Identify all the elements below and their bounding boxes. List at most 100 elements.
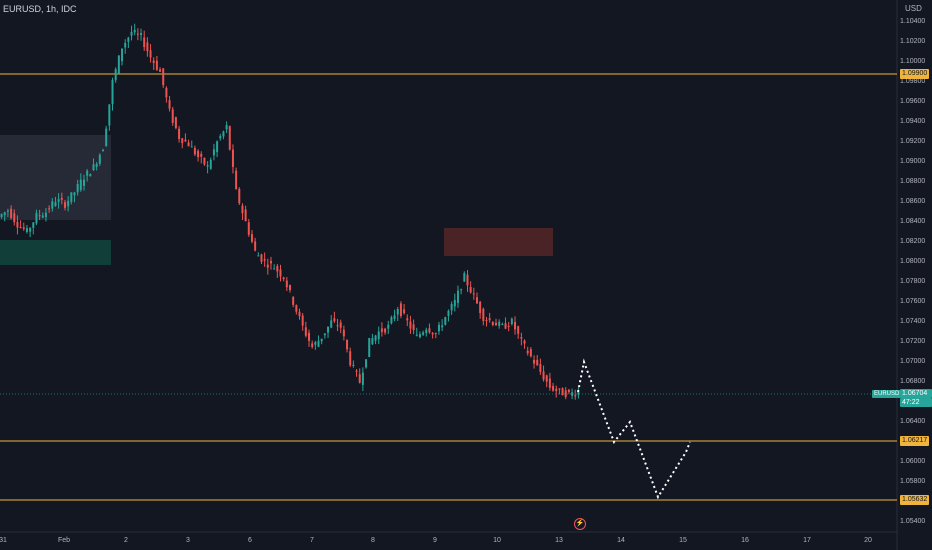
candle-body (181, 138, 184, 144)
candle-body (121, 48, 124, 62)
candle-body (425, 329, 428, 334)
supply-zone-red (444, 228, 553, 256)
candle-body (187, 142, 190, 147)
candle-body (368, 338, 371, 357)
candle-body (456, 290, 459, 303)
candle-body (32, 222, 35, 228)
date-tick-label: 14 (617, 537, 625, 544)
price-tick-label: 1.09800 (900, 78, 926, 85)
candle-body (102, 149, 105, 152)
candle-body (276, 265, 279, 272)
candle-body (301, 315, 304, 326)
candle-body (571, 392, 574, 396)
candle-body (552, 386, 555, 391)
candle-body (29, 228, 32, 232)
candle-body (342, 329, 345, 337)
candle-body (415, 334, 418, 336)
price-tick-label: 1.08000 (900, 258, 926, 265)
candle-body (212, 149, 215, 156)
candle-body (466, 274, 469, 286)
candle-body (441, 325, 444, 328)
candle-body (263, 259, 266, 261)
candle-body (533, 359, 536, 364)
candle-body (35, 212, 38, 224)
candle-body (13, 213, 16, 223)
candle-body (567, 389, 570, 392)
candle-body (269, 260, 272, 264)
date-tick-label: 13 (555, 537, 563, 544)
candle-body (165, 87, 168, 98)
candle-body (447, 310, 450, 316)
candle-body (168, 100, 171, 109)
date-tick-label: 3 (186, 537, 190, 544)
candle-body (117, 55, 120, 74)
candle-body (469, 286, 472, 293)
candle-body (228, 126, 231, 150)
candle-body (485, 320, 488, 322)
level-tag-upper: 1.09900 (900, 69, 930, 79)
candle-body (54, 202, 57, 206)
candle-body (127, 37, 130, 42)
candle-body (190, 146, 193, 148)
candle-body (279, 269, 282, 277)
candle-body (444, 317, 447, 325)
candle-body (507, 325, 510, 327)
candle-body (257, 255, 260, 257)
candle-body (95, 163, 98, 168)
level-tag-low: 1.05632 (900, 495, 930, 505)
price-tick-label: 1.07600 (900, 298, 926, 305)
candle-body (295, 305, 298, 312)
price-tick-label: 1.08600 (900, 198, 926, 205)
candle-body (514, 321, 517, 330)
candle-body (304, 327, 307, 336)
date-tick-label: 31 (0, 537, 7, 544)
candle-body (16, 221, 19, 228)
price-tick-label: 1.07800 (900, 278, 926, 285)
projection-path (577, 358, 691, 500)
candle-body (254, 241, 257, 251)
candle-body (431, 332, 434, 335)
candle-body (542, 371, 545, 380)
date-tick-label: 10 (493, 537, 501, 544)
candle-body (209, 159, 212, 169)
candle-body (472, 293, 475, 295)
price-tick-label: 1.10000 (900, 58, 926, 65)
price-tick-label: 1.05400 (900, 518, 926, 525)
candle-body (152, 60, 155, 64)
candle-body (0, 214, 3, 218)
candle-body (403, 309, 406, 314)
candle-body (358, 374, 361, 383)
candle-body (25, 228, 28, 232)
candle-body (393, 315, 396, 319)
candle-body (19, 227, 22, 229)
candle-body (479, 301, 482, 314)
demand-zone-green (0, 240, 111, 265)
current-price-tag: 1.06704 (900, 389, 932, 398)
candle-body (6, 210, 9, 212)
price-tick-label: 1.08400 (900, 218, 926, 225)
candle-body (38, 215, 41, 217)
price-tick-label: 1.08200 (900, 238, 926, 245)
candle-body (308, 332, 311, 341)
candle-body (374, 335, 377, 341)
candle-body (377, 331, 380, 340)
candle-body (48, 208, 51, 210)
candle-body (323, 333, 326, 336)
candle-body (200, 153, 203, 157)
candle-body (98, 154, 101, 164)
price-tick-label: 1.07400 (900, 318, 926, 325)
candle-body (555, 388, 558, 392)
candle-body (371, 338, 374, 345)
candle-body (86, 170, 89, 176)
lightning-icon[interactable]: ⚡ (574, 518, 586, 530)
candle-body (216, 141, 219, 153)
candle-body (203, 157, 206, 165)
candle-body (206, 165, 209, 167)
candle-body (545, 375, 548, 382)
candle-body (130, 32, 133, 36)
candle-body (387, 324, 390, 329)
candle-body (349, 351, 352, 366)
candle-body (352, 364, 355, 366)
candle-body (488, 318, 491, 321)
